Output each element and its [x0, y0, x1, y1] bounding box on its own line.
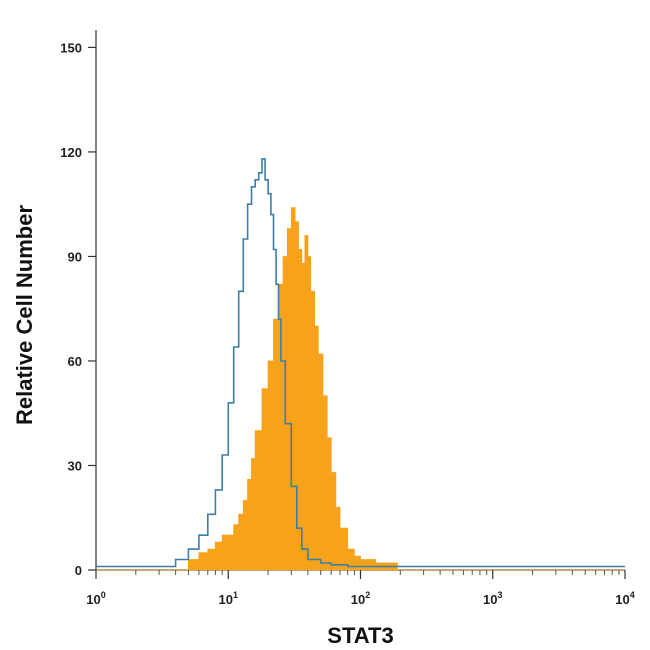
x-tick-label: 101 — [219, 590, 238, 607]
x-tick-label: 104 — [615, 590, 634, 607]
x-tick-label: 100 — [86, 590, 105, 607]
histogram-series-filled — [96, 207, 625, 571]
y-tick-label: 120 — [60, 145, 82, 160]
y-tick-label: 150 — [60, 40, 82, 55]
axes — [95, 30, 625, 571]
x-axis-title: STAT3 — [327, 623, 393, 648]
y-tick-label: 90 — [68, 249, 82, 264]
series-layer — [96, 158, 625, 571]
y-tick-label: 0 — [75, 563, 82, 578]
y-axis-title: Relative Cell Number — [12, 205, 37, 426]
y-tick-label: 60 — [68, 354, 82, 369]
x-tick-label: 103 — [483, 590, 502, 607]
histogram-series-outline — [96, 158, 625, 568]
y-tick-label: 30 — [68, 458, 82, 473]
ticks: 0 30 60 90 120 150 100 101 102 103 104 — [60, 40, 634, 607]
x-tick-label: 102 — [351, 590, 370, 607]
